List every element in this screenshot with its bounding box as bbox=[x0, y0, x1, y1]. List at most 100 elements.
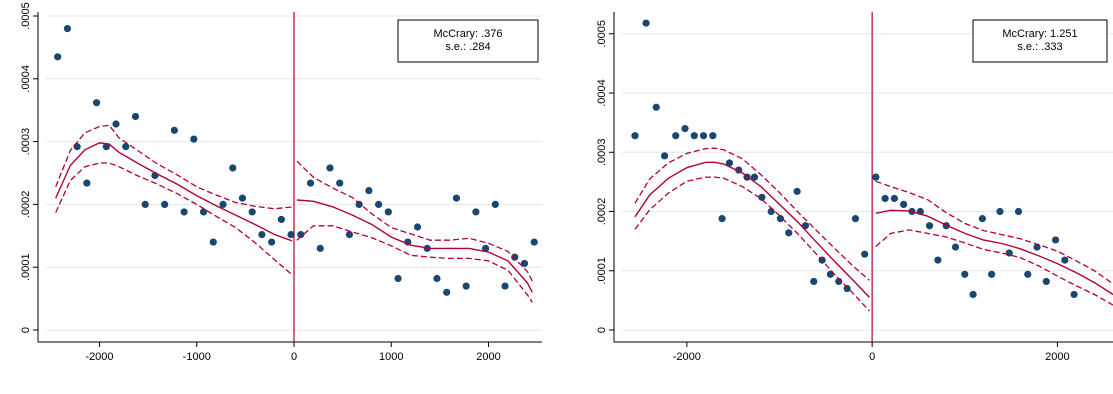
data-point bbox=[229, 164, 237, 172]
data-point bbox=[209, 238, 217, 246]
data-point bbox=[652, 103, 660, 111]
x-tick-label: 1000 bbox=[379, 351, 403, 363]
data-point bbox=[725, 159, 734, 167]
fit-line-left bbox=[634, 161, 870, 298]
data-point bbox=[92, 99, 101, 107]
data-point bbox=[365, 186, 373, 195]
y-tick-label: .0002 bbox=[20, 191, 32, 219]
data-point bbox=[793, 187, 801, 195]
mccrary-stat: McCrary: .376 bbox=[433, 28, 502, 40]
data-point bbox=[996, 207, 1004, 216]
data-point bbox=[297, 230, 305, 239]
data-point bbox=[199, 208, 208, 216]
data-point bbox=[631, 132, 639, 140]
data-point bbox=[375, 200, 383, 208]
data-point bbox=[810, 277, 818, 286]
data-point bbox=[472, 208, 480, 216]
ci-lower-left bbox=[55, 162, 293, 276]
data-point bbox=[681, 124, 689, 133]
data-point bbox=[776, 215, 785, 223]
data-point bbox=[843, 284, 851, 293]
data-point bbox=[978, 215, 986, 223]
data-point bbox=[54, 53, 62, 61]
right-panel: 0 .0001 .0002 .0003 .0004 .0005 -2000 0 2000 McCr… bbox=[596, 12, 1113, 363]
y-tick-label: .0001 bbox=[596, 257, 608, 285]
data-point bbox=[384, 208, 392, 216]
x-tick-label: 2000 bbox=[476, 351, 500, 363]
data-point bbox=[758, 193, 766, 201]
data-point bbox=[112, 120, 120, 128]
data-point bbox=[131, 112, 140, 121]
data-point bbox=[690, 132, 698, 140]
data-point bbox=[170, 126, 178, 134]
mccrary-box bbox=[397, 19, 539, 63]
data-point bbox=[900, 200, 908, 208]
data-point bbox=[355, 200, 363, 208]
data-point bbox=[699, 132, 708, 140]
ci-lower-right bbox=[875, 229, 1113, 306]
data-point bbox=[501, 282, 509, 290]
left-panel: 0 .0001 .0002 .0003 .0004 .0005 -2000 -1000 0 100… bbox=[20, 2, 542, 363]
x-tick-label: -2000 bbox=[673, 351, 701, 363]
data-point bbox=[767, 207, 775, 216]
y-tick-label: .0005 bbox=[596, 20, 608, 48]
data-point bbox=[661, 152, 669, 160]
y-tick-label: .0003 bbox=[596, 138, 608, 166]
data-point bbox=[316, 244, 324, 252]
data-point bbox=[345, 230, 354, 239]
data-point bbox=[1070, 290, 1078, 299]
data-point bbox=[1024, 270, 1032, 278]
y-tick-label: 0 bbox=[596, 327, 608, 333]
data-point bbox=[890, 194, 898, 203]
fit-line-left bbox=[55, 142, 293, 242]
fit-line-right bbox=[875, 209, 1113, 296]
data-point bbox=[248, 208, 256, 216]
data-point bbox=[394, 274, 402, 283]
data-point bbox=[433, 274, 441, 283]
y-tick-label: .0005 bbox=[20, 2, 32, 30]
ci-lower-right bbox=[296, 225, 533, 303]
data-point bbox=[511, 253, 519, 261]
data-point bbox=[1061, 256, 1069, 264]
y-tick-label: .0004 bbox=[596, 79, 608, 107]
x-tick-label: 0 bbox=[869, 351, 875, 363]
data-point bbox=[872, 173, 880, 181]
data-point bbox=[180, 208, 188, 216]
data-point bbox=[530, 238, 538, 246]
data-point bbox=[785, 229, 793, 237]
data-point bbox=[934, 256, 942, 264]
data-point bbox=[268, 238, 276, 246]
data-point bbox=[951, 243, 960, 251]
y-tick-label: .0002 bbox=[596, 198, 608, 226]
data-point bbox=[63, 24, 71, 33]
data-point bbox=[520, 259, 529, 268]
y-tick-label: .0004 bbox=[20, 65, 32, 93]
ci-upper-right bbox=[875, 180, 1113, 285]
data-point bbox=[287, 230, 295, 239]
data-point bbox=[452, 194, 461, 202]
ci-upper-left bbox=[634, 147, 870, 281]
data-point bbox=[326, 164, 334, 172]
data-point bbox=[219, 200, 227, 208]
data-point bbox=[277, 215, 285, 224]
data-point bbox=[851, 215, 860, 223]
x-tick-label: 0 bbox=[291, 351, 297, 363]
data-point bbox=[141, 200, 149, 208]
data-point bbox=[306, 179, 315, 187]
data-point bbox=[925, 222, 934, 230]
data-point bbox=[881, 194, 889, 203]
x-tick-label: -2000 bbox=[85, 351, 113, 363]
data-point bbox=[83, 179, 91, 187]
data-point bbox=[718, 215, 726, 223]
mccrary-se: s.e.: .333 bbox=[1017, 41, 1062, 53]
data-point bbox=[1042, 277, 1050, 286]
data-point bbox=[750, 173, 759, 181]
ci-upper-right bbox=[296, 160, 533, 282]
data-point bbox=[336, 179, 344, 187]
mccrary-se: s.e.: .284 bbox=[445, 41, 490, 53]
data-point bbox=[190, 135, 198, 143]
data-point bbox=[961, 270, 969, 278]
data-point bbox=[1051, 236, 1060, 244]
y-tick-label: .0003 bbox=[20, 128, 32, 156]
